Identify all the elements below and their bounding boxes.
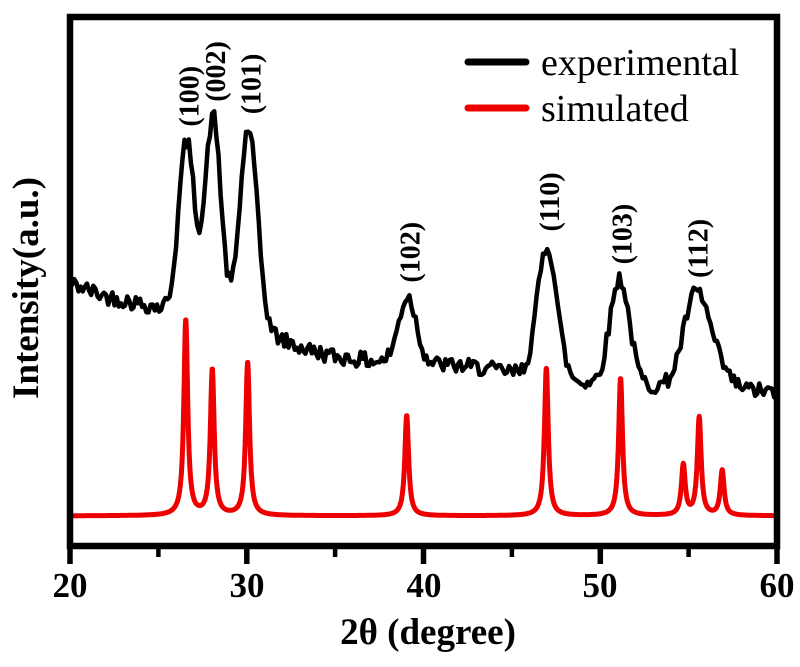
peak-label-110: (110) bbox=[535, 172, 566, 231]
peak-label-112: (112) bbox=[684, 219, 715, 278]
experimental-curve bbox=[73, 108, 774, 400]
x-tick-label-30: 30 bbox=[230, 566, 265, 605]
peak-labels-group: (100)(002) (101) (102) (110) (103) (112) bbox=[175, 41, 715, 282]
peak-label-102: (102) bbox=[396, 222, 427, 283]
y-axis-title: Intensity(a.u.) bbox=[6, 177, 47, 399]
peak-label-100: (100) bbox=[175, 66, 206, 127]
peak-label-101: (101) bbox=[237, 54, 268, 115]
peak-label-002: (002) bbox=[201, 41, 232, 102]
curves-group bbox=[73, 108, 774, 519]
plot-frame bbox=[66, 13, 781, 550]
peak-label-103: (103) bbox=[608, 204, 639, 265]
legend: experimental simulated bbox=[464, 42, 739, 130]
x-tick-label-20: 20 bbox=[53, 566, 88, 605]
x-axis-ticks bbox=[67, 549, 780, 564]
x-axis-tick-labels: 20 30 40 50 60 bbox=[53, 566, 795, 605]
simulated-curve bbox=[73, 317, 774, 519]
legend-label-simulated: simulated bbox=[541, 88, 689, 130]
x-axis-title: 2θ (degree) bbox=[340, 612, 516, 653]
x-tick-label-40: 40 bbox=[407, 566, 442, 605]
legend-label-experimental: experimental bbox=[541, 42, 739, 84]
x-tick-label-60: 60 bbox=[760, 566, 795, 605]
x-tick-label-50: 50 bbox=[583, 566, 618, 605]
